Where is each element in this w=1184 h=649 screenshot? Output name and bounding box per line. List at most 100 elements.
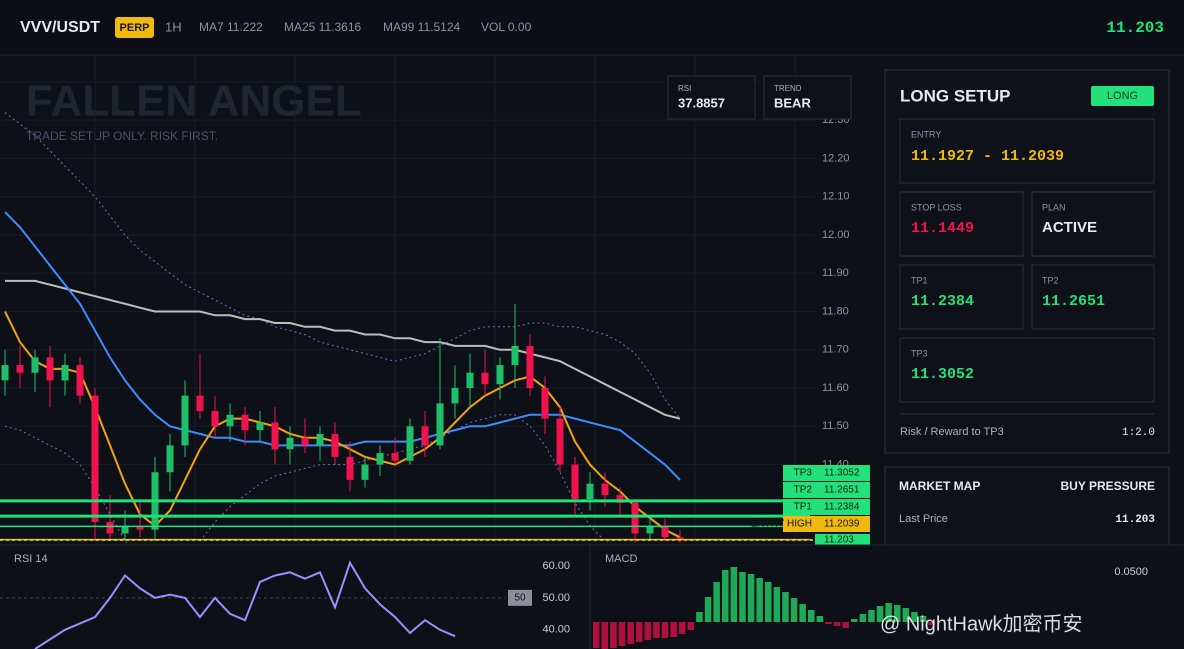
macd-bar (773, 587, 781, 622)
macd-bar (670, 622, 677, 637)
entry-value: 11.1927 - 11.2039 (911, 148, 1064, 165)
macd-bar (842, 622, 849, 628)
candle-body (661, 525, 669, 538)
candle-body (526, 345, 534, 389)
y-tick-label: 11.90 (822, 267, 849, 279)
candle-body (301, 437, 309, 446)
candle-body (496, 365, 504, 385)
candle-body (541, 388, 549, 419)
stop-label: STOP LOSS (911, 202, 962, 212)
perp-badge-text: PERP (120, 22, 150, 34)
candle-body (211, 410, 219, 427)
ma-line (5, 279, 681, 420)
candle-body (286, 437, 294, 450)
y-tick-label: 11.60 (822, 382, 849, 394)
candle-body (316, 433, 324, 446)
candle-body (256, 422, 264, 431)
macd-bar (593, 622, 600, 648)
level-value: 11.2384 (824, 502, 860, 513)
tp2-label: TP2 (1042, 275, 1059, 285)
macd-bar (859, 614, 867, 622)
tp3-value: 11.3052 (911, 366, 974, 383)
candle-body (16, 365, 24, 373)
tp1-value: 11.2384 (911, 293, 974, 310)
candle-body (601, 483, 609, 496)
level-name: ENTRY HIGH (751, 519, 812, 530)
last-price: 11.203 (1106, 19, 1164, 37)
band-line (4, 414, 609, 543)
candle-body (106, 521, 114, 534)
macd-bar (902, 608, 910, 622)
candle-body (406, 426, 414, 461)
tp2-value: 11.2651 (1042, 293, 1105, 310)
level-name: TP2 (794, 485, 813, 496)
perp-badge (115, 17, 154, 38)
macd-bar (894, 605, 901, 622)
macd-bar (799, 604, 806, 622)
macd-bar (636, 622, 643, 642)
macd-bar (790, 598, 798, 622)
stat-value: BEAR (774, 95, 811, 110)
candle-body (76, 365, 84, 396)
y-tick-label: 12.10 (822, 191, 850, 203)
macd-bar (885, 603, 892, 622)
candle-body (1, 365, 9, 381)
level-tag (783, 482, 870, 498)
plan-value: ACTIVE (1042, 219, 1097, 236)
candle-body (451, 388, 459, 404)
indicator-area (0, 545, 1184, 649)
market-state: BUY PRESSURE (1061, 479, 1155, 493)
stat-value: 37.8857 (678, 95, 725, 110)
candle-body (331, 433, 339, 457)
candle-body (556, 418, 564, 465)
macd-bar (808, 610, 815, 622)
macd-bar (661, 622, 669, 638)
candle-body (361, 464, 369, 480)
watermark: @ NightHawk加密币安 (880, 612, 1083, 635)
chart-title: FALLEN ANGEL (26, 77, 362, 126)
macd-bar (868, 610, 875, 622)
ma99: MA99 11.5124 (383, 20, 460, 34)
macd-bar (601, 622, 609, 649)
macd-bar (782, 592, 789, 622)
rr-value: 1:2.0 (1122, 427, 1155, 439)
entry-label: ENTRY (911, 129, 941, 139)
symbol: VVV/USDT (20, 19, 100, 36)
macd-bar (610, 622, 617, 648)
candle-body (346, 456, 354, 480)
candle-body (166, 445, 174, 473)
plan-label: PLAN (1042, 202, 1066, 212)
candle-body (421, 426, 429, 446)
last-price-tag (815, 533, 870, 546)
candle-body (481, 372, 489, 385)
rsi-chart: 60.00 50.00 40.00 50 (0, 560, 570, 649)
level-tag (783, 465, 870, 481)
level-tag (783, 499, 870, 515)
y-tick-label: 11.70 (822, 344, 849, 356)
ma-line (4, 311, 681, 539)
tp1-box (899, 264, 1024, 330)
macd-bar (765, 582, 772, 622)
tp3-box (899, 337, 1155, 403)
macd-bar (627, 622, 634, 644)
level-name: TP1 (794, 502, 813, 513)
macd-bar (679, 622, 686, 634)
macd-bar (704, 597, 712, 622)
entry-box (899, 118, 1155, 184)
y-tick-label: 11.80 (822, 305, 849, 317)
candle-body (31, 357, 39, 373)
y-tick-label: 12.00 (822, 229, 850, 241)
tp1-label: TP1 (911, 275, 928, 285)
y-tick-label: 60.00 (542, 560, 570, 572)
midline-label: 50 (514, 593, 526, 604)
interval: 1H (165, 19, 182, 34)
macd-chart: 0.0500 (593, 566, 1148, 649)
rr-label: Risk / Reward to TP3 (900, 426, 1004, 438)
macd-bar (730, 567, 738, 622)
stat-box (667, 75, 756, 120)
macd-bar (644, 622, 652, 640)
macd-bar (653, 622, 660, 638)
ma25: MA25 11.3616 (284, 20, 361, 34)
